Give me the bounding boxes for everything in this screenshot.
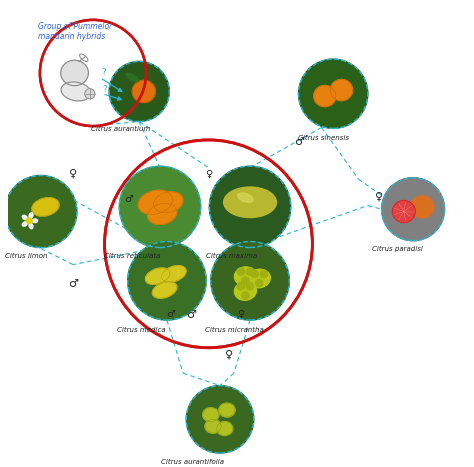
Text: Citrus aurantifolia: Citrus aurantifolia [161,459,224,465]
Text: ?: ? [101,68,106,77]
Ellipse shape [132,80,155,103]
Ellipse shape [205,419,221,433]
Circle shape [237,268,245,275]
Ellipse shape [248,269,270,288]
Ellipse shape [61,60,89,85]
Text: ♂: ♂ [166,309,174,319]
Text: ♂: ♂ [68,279,78,289]
Text: Group of Pummelo/
mandarin hybrids: Group of Pummelo/ mandarin hybrids [37,21,111,41]
Circle shape [246,283,254,290]
Ellipse shape [22,215,27,219]
Ellipse shape [237,193,253,202]
Circle shape [260,270,268,277]
Text: ♀: ♀ [69,168,77,178]
Circle shape [27,218,32,224]
Ellipse shape [234,282,256,300]
Text: ♂: ♂ [186,310,196,319]
Circle shape [251,270,258,277]
Ellipse shape [217,422,233,436]
Ellipse shape [61,82,91,101]
Text: ?: ? [102,85,107,94]
Text: Citrus sinensis: Citrus sinensis [299,135,349,142]
Text: Citrus medica: Citrus medica [117,327,166,333]
Ellipse shape [314,85,336,106]
Circle shape [109,62,169,121]
Text: ♀: ♀ [205,169,212,179]
Ellipse shape [32,198,59,216]
Ellipse shape [32,219,37,223]
Ellipse shape [85,89,95,99]
Circle shape [210,166,291,248]
Text: Citrus reticulata: Citrus reticulata [104,253,161,259]
Ellipse shape [219,403,235,417]
Text: ♀: ♀ [375,191,383,201]
Text: ♀: ♀ [225,350,233,360]
Ellipse shape [29,223,33,229]
Ellipse shape [162,266,186,282]
Ellipse shape [138,190,173,214]
Ellipse shape [153,282,177,298]
Text: Citrus micrantha: Citrus micrantha [204,327,263,333]
Text: ♀: ♀ [237,309,245,319]
Text: ♂: ♂ [124,194,133,204]
Text: Citrus paradisi: Citrus paradisi [373,246,423,252]
Text: ♂: ♂ [294,137,304,147]
Ellipse shape [29,213,33,218]
Ellipse shape [224,187,276,218]
Circle shape [242,277,249,284]
Circle shape [211,241,289,320]
Circle shape [242,292,249,299]
Circle shape [186,386,254,453]
Circle shape [237,283,245,290]
Ellipse shape [154,192,183,213]
Text: Citrus limon: Citrus limon [5,253,47,259]
Ellipse shape [392,200,415,223]
Circle shape [5,176,77,248]
Text: Citrus aurantium: Citrus aurantium [91,126,150,132]
Ellipse shape [203,408,219,422]
Circle shape [299,59,368,128]
Ellipse shape [126,73,138,82]
Ellipse shape [22,222,27,226]
Ellipse shape [146,268,170,284]
Text: Citrus maxima: Citrus maxima [206,253,257,259]
Circle shape [119,166,201,248]
Ellipse shape [411,196,434,218]
Ellipse shape [330,79,353,101]
Circle shape [382,178,445,241]
Ellipse shape [234,267,256,285]
Circle shape [382,178,445,241]
Circle shape [128,241,206,320]
Circle shape [246,268,254,275]
Ellipse shape [148,203,177,224]
Circle shape [255,279,263,287]
